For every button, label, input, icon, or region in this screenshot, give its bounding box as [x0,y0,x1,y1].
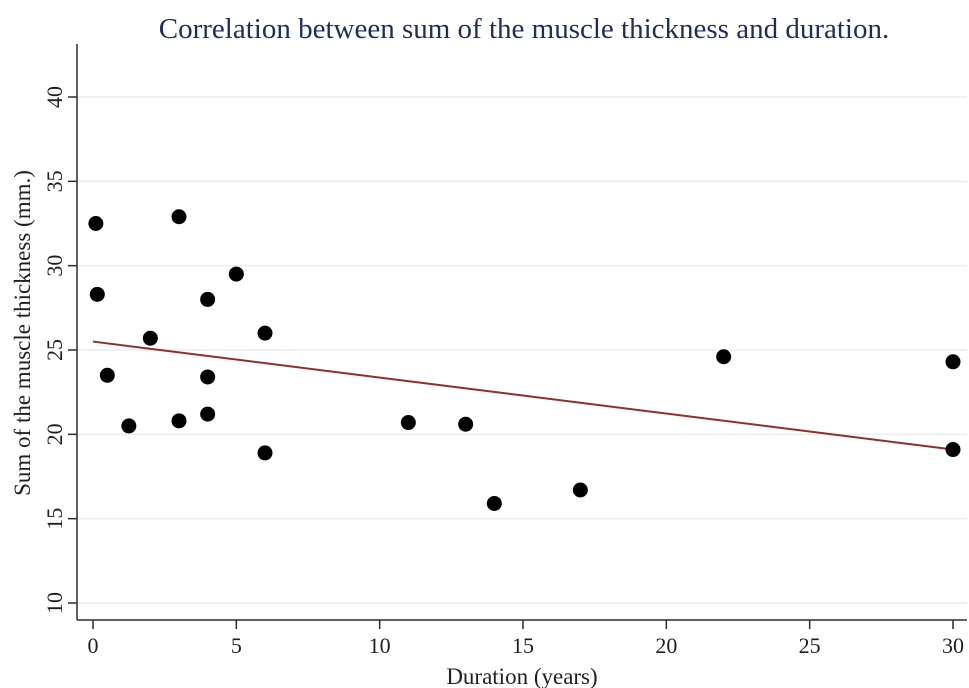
x-tick-label-0: 0 [88,633,99,658]
data-point-15 [458,416,474,432]
data-point-18 [716,349,732,365]
data-point-2 [89,286,105,302]
x-tick-label-20: 20 [655,633,677,658]
data-point-5 [142,330,158,346]
fit-line [92,340,954,451]
data-point-11 [228,266,244,282]
chart-title: Correlation between sum of the muscle th… [159,13,889,45]
x-tick-label-5: 5 [231,633,242,658]
y-tick-label-15: 15 [42,508,67,530]
gridlines [78,96,967,604]
data-point-6 [171,209,187,225]
data-point-17 [572,482,588,498]
data-point-10 [200,406,216,422]
axes: 10 15 20 25 30 35 40 0 5 10 15 20 25 30 [42,44,967,658]
data-point-7 [171,413,187,429]
data-points [88,209,961,511]
data-point-16 [486,495,502,511]
data-point-13 [257,445,273,461]
y-tick-label-20: 20 [42,423,67,445]
x-tick-label-30: 30 [942,633,964,658]
data-point-4 [121,418,137,434]
y-tick-label-30: 30 [42,255,67,277]
x-axis-label: Duration (years) [446,664,597,688]
x-tick-label-15: 15 [512,633,534,658]
y-tick-label-25: 25 [42,339,67,361]
x-tick-label-10: 10 [369,633,391,658]
y-tick-label-10: 10 [42,592,67,614]
data-point-9 [200,369,216,385]
data-point-14 [400,415,416,431]
y-tick-label-35: 35 [42,170,67,192]
fit-line-layer [92,340,954,451]
data-point-1 [88,216,104,231]
x-tick-label-25: 25 [799,633,821,658]
data-point-20 [945,442,961,458]
data-point-3 [99,367,115,383]
y-tick-label-40: 40 [42,86,67,108]
data-point-8 [200,291,216,307]
data-point-12 [257,325,273,341]
data-point-19 [945,354,961,370]
y-axis-label: Sum of the muscle thickness (mm.) [10,170,35,496]
